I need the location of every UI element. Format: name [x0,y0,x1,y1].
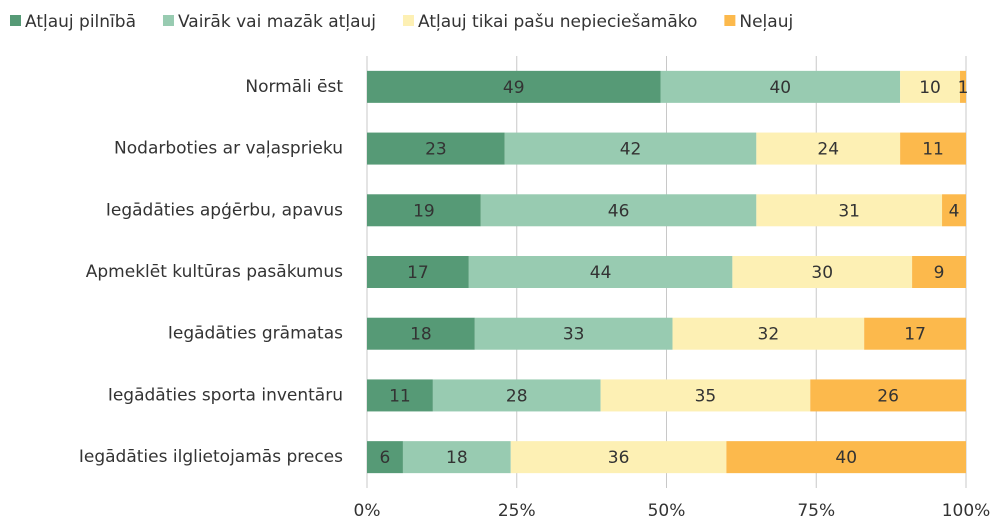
bar-segment [367,256,469,288]
data-label: 4 [949,201,960,221]
bar-segment [510,441,727,474]
bar-segment [367,317,475,350]
bar-segment [726,441,966,474]
data-label: 31 [838,201,860,221]
x-tick-label: 75% [797,501,835,521]
data-label: 23 [425,140,447,160]
x-tick-label: 0% [354,501,381,521]
data-label: 40 [835,448,857,468]
bar-segment [810,379,966,412]
legend-label: Atļauj tikai pašu nepieciešamāko [418,12,697,32]
data-label: 24 [817,140,839,160]
y-tick-label: Normāli ēst [245,77,343,97]
data-label: 36 [608,448,630,468]
y-tick-label: Nodarboties ar vaļasprieku [114,139,343,159]
data-label: 42 [620,140,642,160]
data-label: 35 [695,386,717,406]
data-label: 28 [506,386,528,406]
y-tick-label: Iegādāties sporta inventāru [108,385,343,405]
bar-segment [480,194,757,227]
legend-swatch [10,15,21,26]
data-label: 40 [769,78,791,98]
data-label: 44 [590,263,612,283]
y-tick-label: Iegādāties ilglietojamās preces [79,447,343,467]
bar-segment [756,194,943,227]
data-label: 10 [919,78,941,98]
data-label: 32 [758,325,780,345]
bar-segment [900,70,961,103]
legend-label: Neļauj [739,12,793,32]
bar-segment [474,317,673,350]
bar-segment [367,194,481,227]
y-tick-label: Apmeklēt kultūras pasākumus [86,262,343,282]
bar-segment [660,70,901,103]
bar-segment [732,256,913,288]
data-label: 17 [407,263,429,283]
bar-segment [432,379,601,412]
legend-swatch [724,15,736,26]
bar-segment [468,256,733,288]
data-label: 6 [380,448,391,468]
bar-segment [367,132,505,165]
bar-segment [600,379,811,412]
bar-segment [672,317,865,350]
legend-label: Vairāk vai mazāk atļauj [178,12,376,32]
legend-label: Atļauj pilnībā [25,12,136,32]
bar-segment [367,379,433,412]
data-label: 26 [877,386,899,406]
bar-segment [367,441,403,474]
bar-segment [942,194,966,227]
data-label: 9 [934,263,945,283]
x-tick-label: 25% [498,501,536,521]
data-label: 18 [410,325,432,345]
x-tick-label: 100% [942,501,991,521]
data-label: 11 [389,386,411,406]
bar-segment [504,132,757,165]
bar-segment [367,70,661,103]
bar-segment [900,132,966,165]
x-tick-label: 50% [648,501,686,521]
data-label: 33 [563,325,585,345]
legend-swatch [162,15,174,26]
bar-segment [756,132,901,165]
data-label: 30 [811,263,833,283]
data-label: 49 [503,78,525,98]
data-label: 1 [958,78,969,98]
bar-segment [960,70,966,103]
bar-segment [402,441,511,474]
data-label: 19 [413,201,435,221]
data-label: 11 [922,140,944,160]
bar-segment [864,317,966,350]
legend-swatch [402,15,414,26]
data-label: 18 [446,448,468,468]
data-label: 46 [608,201,630,221]
y-tick-label: Iegādāties grāmatas [168,324,343,344]
data-label: 17 [904,325,926,345]
bar-segment [912,256,966,288]
y-tick-label: Iegādāties apģērbu, apavus [106,200,343,220]
